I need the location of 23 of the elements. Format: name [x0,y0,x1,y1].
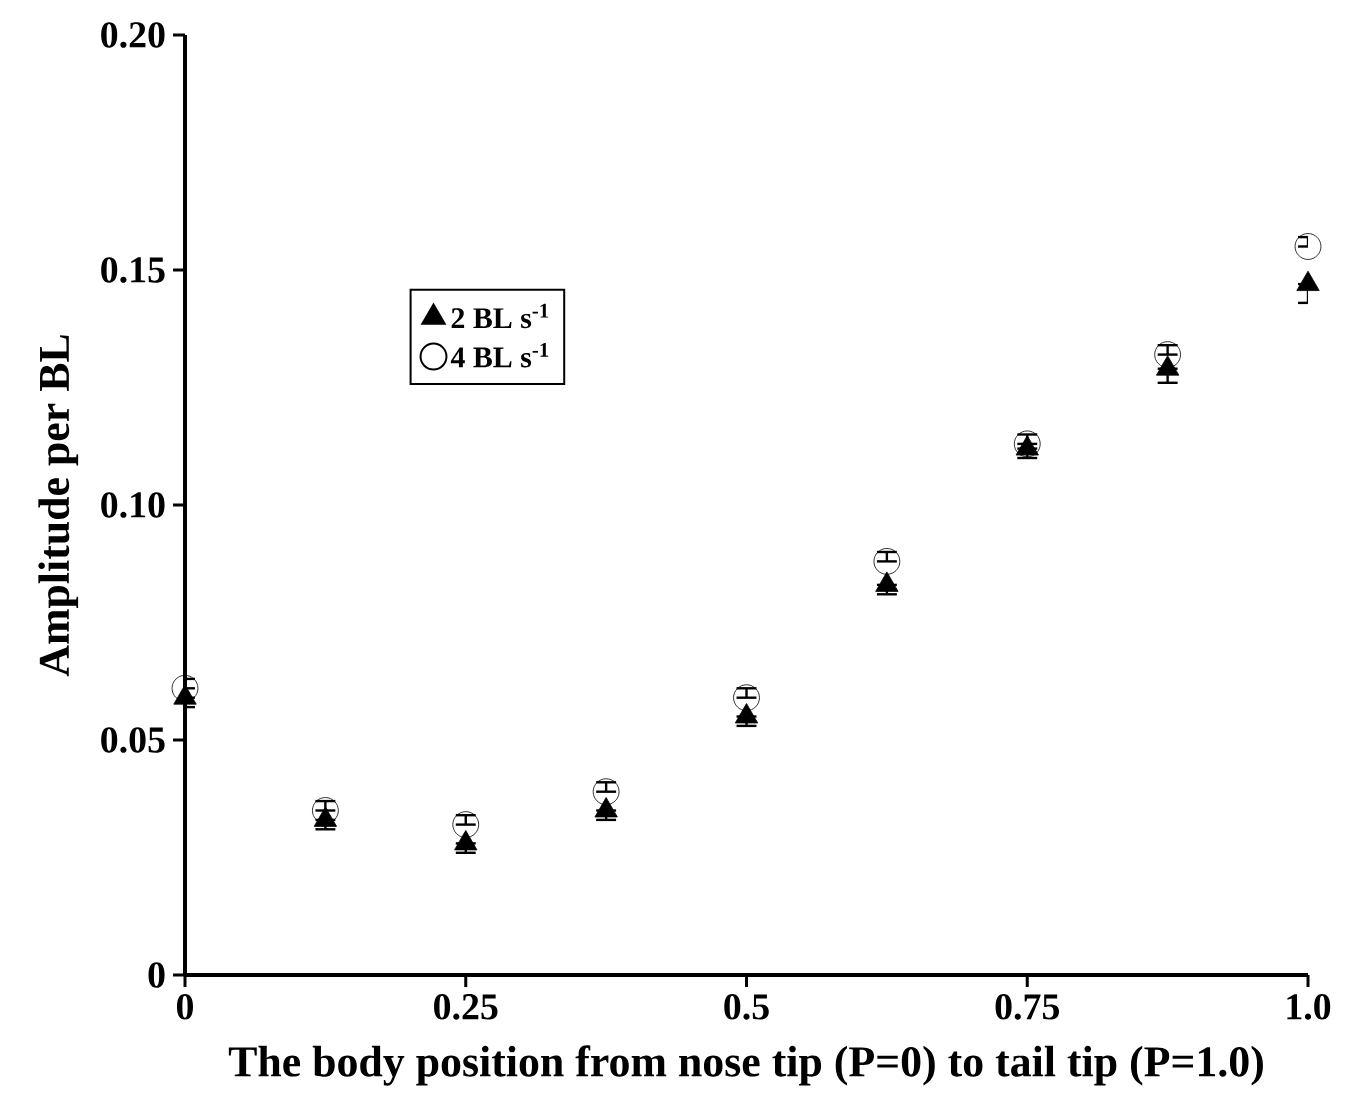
x-tick-label: 0.25 [434,994,498,1020]
y-axis-title: Amplitude per BL [38,335,79,677]
point [1013,430,1041,458]
y-tick-label: 0.20 [101,22,165,48]
legend-label: 2 BL s$^{-1}$ [451,303,549,329]
x-tick-label: 0.75 [995,994,1059,1020]
y-tick-label: 0 [148,962,165,988]
point [594,797,618,818]
x-axis-title: The body position from nose tip (P=0) to tail tip (P=1.0) [228,1045,1263,1086]
point [875,571,899,592]
point [454,830,478,851]
y-tick-label: 0.10 [101,492,165,518]
y-tick-label: 0.05 [101,727,165,753]
point [171,674,199,702]
legend-label: 4 BL s$^{-1}$ [450,342,549,368]
point [734,703,759,724]
point [1154,341,1181,368]
point [873,548,901,575]
y-tick-label: 0.15 [101,257,165,283]
x-tick-label: 0 [176,994,193,1020]
x-tick-label: 1.0 [1287,994,1331,1020]
x-tick-label: 0.5 [724,994,769,1020]
point [1294,233,1322,260]
